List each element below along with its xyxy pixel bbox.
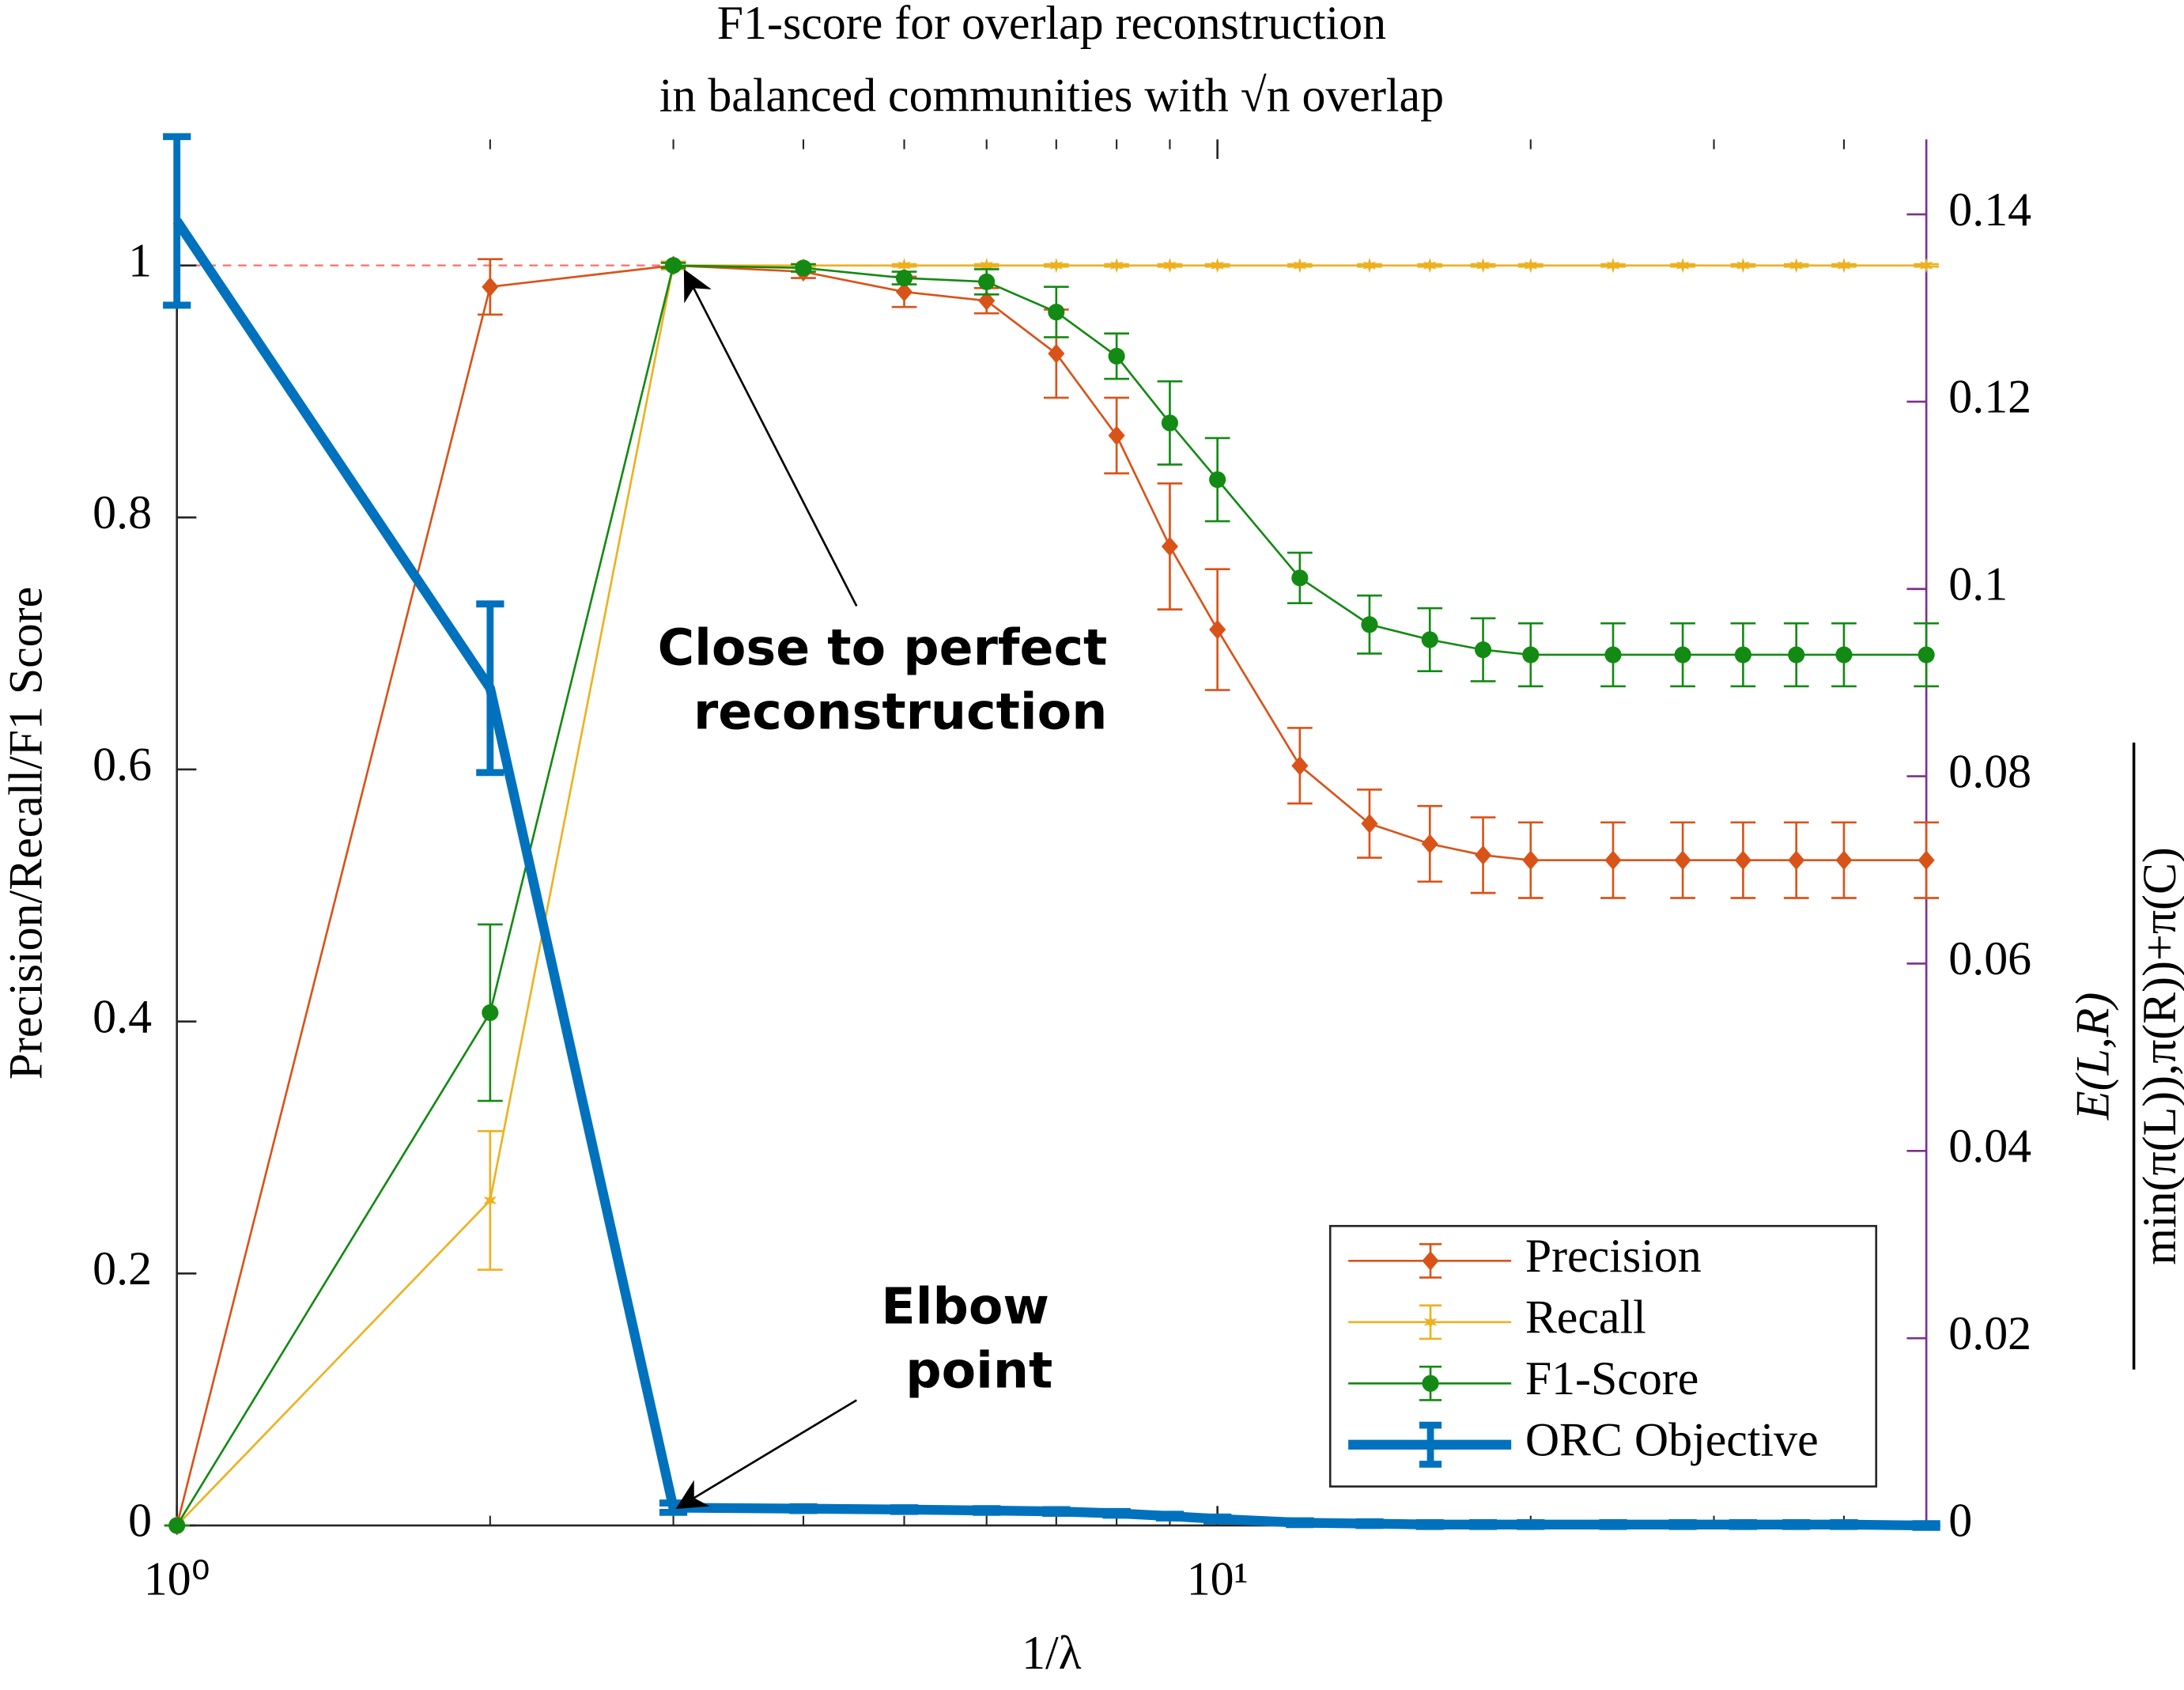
annotation-arrow	[675, 1399, 857, 1510]
legend: Precision Recall F1-Score ORC Objective	[1328, 1224, 1878, 1488]
marker	[895, 270, 913, 287]
y-tick-label: 0.2	[93, 1242, 152, 1295]
marker	[1789, 257, 1804, 274]
marker	[1108, 347, 1125, 365]
series	[164, 257, 1939, 1534]
legend-entry: Recall	[1348, 1291, 1646, 1344]
y2-tick-label: 0.12	[1948, 371, 2031, 423]
annotation: Elbow	[881, 1277, 1049, 1336]
marker	[1918, 850, 1935, 871]
marker	[1604, 850, 1622, 871]
y2-label-numerator: E(L,R)	[2067, 992, 2119, 1121]
x-axis-label: 1/λ	[1022, 1627, 1082, 1679]
marker	[1919, 257, 1933, 274]
legend-entry: F1-Score	[1348, 1352, 1698, 1405]
marker	[168, 1517, 186, 1534]
marker	[1109, 257, 1124, 274]
marker	[1476, 257, 1490, 274]
legend-entry: Precision	[1348, 1230, 1702, 1282]
marker	[1522, 646, 1540, 664]
y2-label-denominator: min(π(L)),π(R))+π(C)	[2133, 847, 2184, 1265]
y-axis-label: Precision/Recall/F1 Score	[0, 587, 52, 1080]
marker	[1522, 850, 1540, 871]
marker	[1049, 257, 1064, 274]
y-tick-label: 0.8	[93, 486, 152, 539]
legend-label: Recall	[1525, 1291, 1646, 1344]
annotation-arrow	[683, 269, 858, 607]
marker	[1788, 646, 1805, 664]
marker	[1423, 1314, 1438, 1330]
annotation: Close to perfect	[658, 618, 1108, 676]
marker	[1361, 616, 1378, 633]
x-tick-label: 10⁰	[144, 1553, 210, 1605]
marker	[1291, 569, 1309, 587]
marker	[1835, 850, 1853, 871]
annotation: reconstruction	[693, 682, 1107, 740]
legend-label: Precision	[1525, 1230, 1702, 1282]
marker	[1734, 646, 1751, 664]
y-tick-label: 1	[128, 234, 152, 286]
marker	[1423, 257, 1437, 274]
legend-entry: ORC Objective	[1348, 1414, 1819, 1468]
series-line	[172, 217, 1927, 1531]
y2-tick-label: 0.04	[1948, 1120, 2031, 1172]
annotation: point	[905, 1341, 1052, 1400]
y2-tick-label: 0	[1948, 1495, 1972, 1547]
error-bar	[163, 133, 191, 309]
y-tick-label: 0.6	[93, 739, 152, 791]
marker	[1293, 257, 1307, 274]
x-tick-label: 10¹	[1187, 1553, 1249, 1605]
marker	[1736, 257, 1750, 274]
marker	[483, 1193, 497, 1208]
marker	[1048, 304, 1065, 321]
y2-tick-label: 0.02	[1948, 1307, 2031, 1359]
marker	[980, 257, 994, 274]
y2-axis-label: E(L,R) min(π(L)),π(R))+π(C)	[2067, 743, 2184, 1370]
marker	[978, 290, 996, 311]
marker	[1606, 257, 1620, 274]
marker	[1835, 646, 1853, 664]
marker	[1108, 425, 1125, 446]
legend-label: F1-Score	[1525, 1352, 1699, 1405]
plot-area	[163, 133, 1940, 1536]
y-tick-label: 0.4	[93, 990, 152, 1042]
marker	[665, 257, 682, 274]
y-tick-label: 0	[128, 1495, 152, 1547]
marker	[482, 1004, 499, 1022]
y2-tick-label: 0.14	[1948, 183, 2031, 236]
series	[163, 133, 1940, 1531]
marker	[1163, 257, 1177, 274]
y2-tick-label: 0.08	[1948, 745, 2031, 797]
marker	[1422, 1374, 1439, 1392]
marker	[1362, 257, 1377, 274]
marker	[1161, 414, 1179, 432]
marker	[1361, 814, 1378, 834]
marker	[1524, 257, 1538, 274]
marker	[1475, 641, 1492, 659]
marker	[978, 273, 996, 290]
y2-tick-label: 0.06	[1948, 932, 2031, 985]
marker	[1674, 646, 1691, 664]
marker	[1788, 850, 1805, 871]
marker	[1421, 631, 1438, 648]
marker	[1734, 850, 1751, 871]
marker	[1604, 646, 1622, 664]
marker	[1211, 257, 1225, 274]
marker	[1918, 646, 1935, 664]
chart-title: in balanced communities with √n overlap	[659, 70, 1444, 122]
legend-label: ORC Objective	[1525, 1414, 1819, 1466]
marker	[1048, 343, 1065, 364]
y2-tick-label: 0.1	[1948, 558, 2008, 610]
marker	[1422, 1250, 1439, 1271]
marker	[1674, 850, 1691, 871]
marker	[1837, 257, 1851, 274]
marker	[1676, 257, 1690, 274]
chart-title: F1-score for overlap reconstruction	[717, 0, 1386, 49]
marker	[795, 259, 812, 277]
marker	[1209, 471, 1226, 489]
marker	[897, 257, 911, 274]
